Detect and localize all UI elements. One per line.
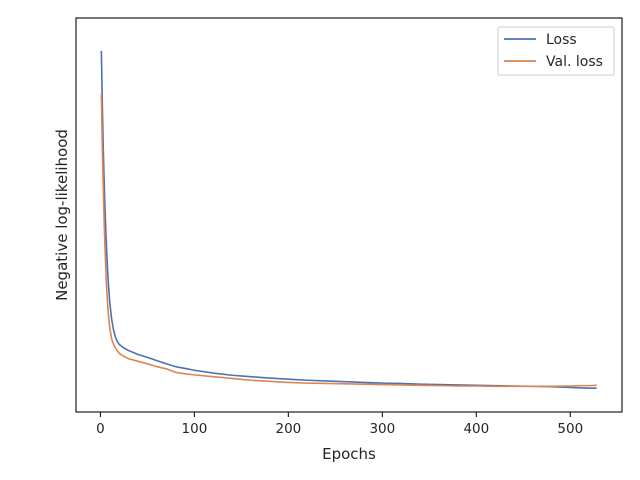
x-tick-label: 300 <box>369 421 395 437</box>
y-axis-label: Negative log-likelihood <box>53 129 71 301</box>
x-tick-label: 100 <box>182 421 208 437</box>
legend-entries: Loss Val. loss <box>504 32 603 70</box>
plot-frame <box>75 17 623 413</box>
legend-item: Val. loss <box>504 54 603 70</box>
x-tick-label: 400 <box>463 421 489 437</box>
x-tick-label: 500 <box>557 421 583 437</box>
legend-label: Val. loss <box>546 54 603 70</box>
legend-item: Loss <box>504 32 577 48</box>
x-axis-label: Epochs <box>322 445 376 463</box>
plot-lines <box>100 50 597 389</box>
legend: Loss Val. loss <box>497 26 615 76</box>
series-line-val-loss <box>100 93 597 388</box>
series-line-loss <box>100 50 597 389</box>
legend-label: Loss <box>546 32 577 48</box>
x-axis-ticks: 0 100 200 300 400 500 <box>96 412 583 437</box>
x-tick-label: 0 <box>96 421 105 437</box>
x-tick-label: 200 <box>275 421 301 437</box>
